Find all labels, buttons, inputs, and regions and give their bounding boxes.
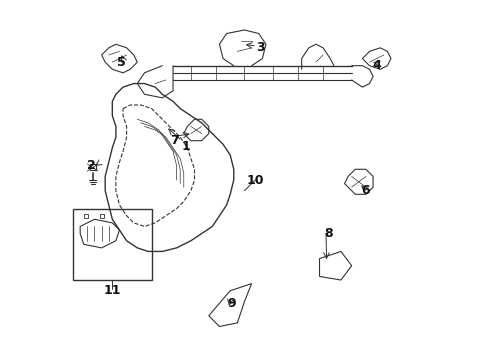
Text: 7: 7: [170, 134, 179, 147]
Bar: [73, 208, 151, 280]
Text: 9: 9: [227, 297, 236, 310]
Text: 11: 11: [103, 284, 121, 297]
Text: 4: 4: [371, 59, 380, 72]
Text: 10: 10: [246, 174, 264, 186]
Text: 6: 6: [361, 184, 369, 197]
Text: 8: 8: [324, 227, 332, 240]
Text: 3: 3: [256, 41, 264, 54]
Text: 1: 1: [181, 140, 189, 153]
Text: 2: 2: [86, 159, 95, 172]
Text: 5: 5: [117, 55, 125, 69]
